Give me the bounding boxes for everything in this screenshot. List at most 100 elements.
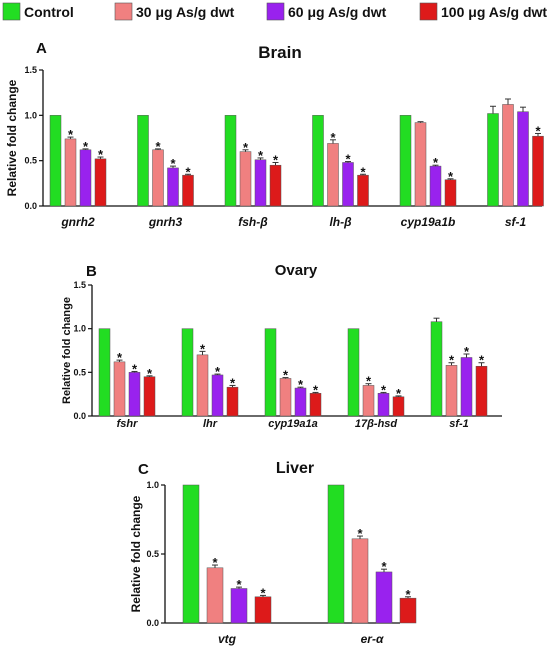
bar-gnrh3-series-3 — [167, 167, 179, 207]
bar-17-hsd-series-2 — [362, 385, 375, 417]
bar-lhr-series-3 — [211, 374, 224, 417]
bar-er-series-4 — [399, 597, 417, 624]
category-label: lh-β — [329, 215, 352, 229]
bar-vtg-series-2 — [206, 567, 224, 624]
significance-star: * — [535, 123, 541, 138]
significance-star: * — [313, 382, 319, 397]
significance-star: * — [449, 353, 455, 368]
panel-title: Ovary — [275, 262, 318, 279]
significance-star: * — [464, 344, 470, 359]
bar-sf-1-series-3 — [517, 111, 529, 207]
bar-gnrh3-series-2 — [152, 149, 164, 207]
significance-star: * — [260, 585, 266, 600]
bar-er-series-1 — [327, 484, 345, 624]
significance-star: * — [448, 169, 454, 184]
bar-gnrh2-series-3 — [79, 149, 92, 207]
legend-swatch-4 — [419, 2, 438, 21]
bar-lhr-series-2 — [196, 354, 209, 417]
category-label: fsh-β — [238, 215, 268, 229]
bar-gnrh2-series-1 — [49, 115, 62, 207]
y-tick-label: 0.0 — [73, 411, 86, 421]
significance-star: * — [236, 577, 242, 592]
bar-sf-1-series-4 — [475, 365, 488, 417]
significance-star: * — [155, 139, 161, 154]
significance-star: * — [273, 152, 279, 167]
significance-star: * — [345, 152, 351, 167]
bar-fshr-series-1 — [98, 328, 111, 417]
y-axis-label: Relative fold change — [5, 79, 19, 196]
bar-gnrh2-series-2 — [64, 138, 77, 207]
bar-lh-series-4 — [357, 174, 369, 207]
category-label: lhr — [203, 418, 218, 430]
significance-star: * — [381, 382, 387, 397]
bar-er-series-3 — [375, 571, 393, 624]
legend-label-4: 100 μg As/g dwt — [441, 4, 547, 20]
significance-star: * — [98, 147, 104, 162]
significance-star: * — [83, 139, 89, 154]
significance-star: * — [381, 559, 387, 574]
bar-17-hsd-series-1 — [347, 328, 360, 417]
y-tick-label: 0.0 — [146, 618, 159, 628]
significance-star: * — [405, 587, 411, 602]
bar-lh-series-1 — [312, 115, 324, 207]
bar-lhr-series-1 — [181, 328, 194, 417]
significance-star: * — [230, 375, 236, 390]
significance-star: * — [360, 164, 366, 179]
bar-sf-1-series-2 — [502, 104, 514, 207]
bar-sf-1-series-4 — [532, 135, 544, 207]
significance-star: * — [258, 148, 264, 163]
y-tick-label: 1.0 — [146, 480, 159, 490]
category-label: gnrh2 — [60, 215, 95, 229]
significance-star: * — [68, 127, 74, 142]
significance-star: * — [117, 350, 123, 365]
y-tick-label: 0.5 — [24, 156, 37, 166]
significance-star: * — [243, 140, 249, 155]
bar-cyp19a1b-series-3 — [429, 165, 442, 207]
bar-fshr-series-2 — [113, 361, 126, 417]
category-label: er-α — [361, 632, 384, 646]
bar-gnrh3-series-4 — [182, 174, 194, 207]
significance-star: * — [433, 155, 439, 170]
bar-vtg-series-1 — [182, 484, 200, 624]
category-label: vtg — [218, 632, 237, 646]
y-tick-label: 0.5 — [146, 549, 159, 559]
significance-star: * — [170, 156, 176, 171]
significance-star: * — [298, 377, 304, 392]
significance-star: * — [132, 361, 138, 376]
significance-star: * — [396, 386, 402, 401]
category-label: cyp19a1b — [401, 215, 456, 229]
significance-star: * — [330, 130, 336, 145]
y-tick-label: 0.5 — [73, 367, 86, 377]
significance-star: * — [215, 364, 221, 379]
y-tick-label: 0.0 — [24, 201, 37, 211]
significance-star: * — [212, 555, 218, 570]
bar-fsh-series-4 — [269, 164, 282, 207]
bar-fsh-series-3 — [254, 159, 267, 207]
significance-star: * — [185, 164, 191, 179]
legend-swatch-1 — [2, 2, 21, 21]
bar-gnrh3-series-1 — [137, 115, 149, 207]
bar-lh-series-2 — [327, 143, 339, 207]
legend-label-3: 60 μg As/g dwt — [288, 4, 387, 20]
y-tick-label: 1.5 — [24, 65, 37, 75]
significance-star: * — [147, 366, 153, 381]
bar-fshr-series-4 — [143, 376, 156, 417]
panel-letter: B — [86, 263, 97, 280]
bar-cyp19a1b-series-2 — [414, 122, 427, 207]
bar-vtg-series-4 — [254, 596, 272, 624]
y-tick-label: 1.0 — [73, 324, 86, 334]
brain-panel: Brain A Relative fold change 0.0 0.5 1.0 1.5 * *… — [5, 40, 544, 229]
category-label: 17β-hsd — [355, 418, 398, 430]
bar-er-series-2 — [351, 538, 369, 624]
bar-sf-1-series-3 — [460, 357, 473, 417]
significance-star: * — [200, 341, 206, 356]
bar-gnrh2-series-4 — [94, 158, 107, 207]
category-label: cyp19a1a — [268, 418, 318, 430]
significance-star: * — [283, 368, 289, 383]
legend: Control 30 μg As/g dwt 60 μg As/g dwt 100 μ… — [2, 2, 547, 21]
y-tick-label: 1.5 — [73, 280, 86, 290]
legend-label-2: 30 μg As/g dwt — [136, 4, 235, 20]
bar-sf-1-series-1 — [430, 321, 443, 417]
category-label: sf-1 — [449, 418, 469, 430]
